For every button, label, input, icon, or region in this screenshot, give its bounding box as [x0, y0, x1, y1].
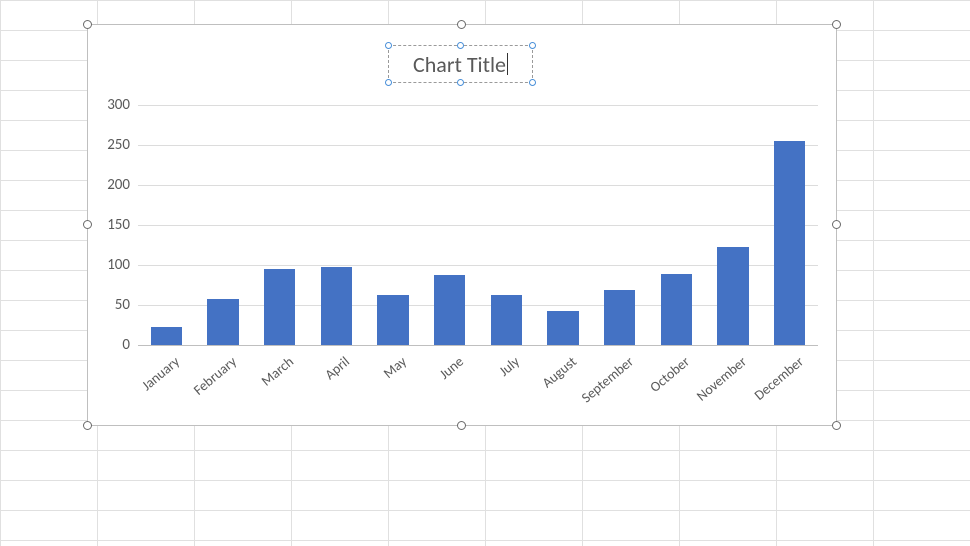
title-resize-handle-bm[interactable] [457, 79, 464, 86]
title-resize-handle-tm[interactable] [457, 42, 464, 49]
x-tick-label: December [751, 353, 807, 404]
chart-title-text: Chart Title [413, 51, 506, 78]
text-cursor [507, 53, 508, 75]
bar[interactable] [377, 295, 408, 345]
x-tick-label: January [139, 353, 184, 394]
chart-resize-handle-tl[interactable] [83, 20, 92, 29]
chart-title[interactable]: Chart Title [388, 45, 533, 83]
x-tick-label: July [496, 353, 523, 380]
y-tick-label: 200 [94, 176, 138, 194]
chart-bars [138, 105, 818, 345]
title-resize-handle-br[interactable] [529, 79, 536, 86]
chart-resize-handle-ml[interactable] [83, 220, 92, 229]
y-tick-label: 0 [94, 336, 138, 354]
x-tick-label: June [436, 353, 467, 383]
chart-object[interactable]: Chart Title 050100150200250300 JanuaryFe… [87, 24, 837, 426]
y-tick-label: 100 [94, 256, 138, 274]
bar[interactable] [717, 247, 748, 345]
x-tick-label: February [190, 353, 240, 399]
bar[interactable] [151, 327, 182, 345]
title-resize-handle-tl[interactable] [385, 42, 392, 49]
y-tick-label: 150 [94, 216, 138, 234]
title-resize-handle-tr[interactable] [529, 42, 536, 49]
bar[interactable] [547, 311, 578, 345]
bar[interactable] [774, 141, 805, 345]
bar[interactable] [264, 269, 295, 345]
chart-resize-handle-tr[interactable] [832, 20, 841, 29]
bar[interactable] [661, 274, 692, 345]
x-tick-label: September [578, 353, 637, 406]
x-tick-label: May [380, 353, 410, 382]
bar[interactable] [604, 290, 635, 345]
x-tick-label: October [647, 353, 693, 396]
chart-resize-handle-tm[interactable] [457, 20, 466, 29]
x-tick-label: November [693, 353, 750, 405]
bar[interactable] [207, 299, 238, 345]
x-axis-labels: JanuaryFebruary March April May June July Augu… [138, 345, 818, 425]
chart-resize-handle-bl[interactable] [83, 421, 92, 430]
x-tick-label: March [258, 353, 297, 390]
x-tick-label: April [322, 353, 353, 383]
title-resize-handle-bl[interactable] [385, 79, 392, 86]
y-tick-label: 250 [94, 136, 138, 154]
chart-resize-handle-br[interactable] [832, 421, 841, 430]
bar[interactable] [434, 275, 465, 345]
x-tick-label: August [539, 353, 580, 391]
chart-resize-handle-mr[interactable] [832, 220, 841, 229]
y-tick-label: 50 [94, 296, 138, 314]
plot-area[interactable]: 050100150200250300 JanuaryFebruaryMarchA… [138, 105, 818, 345]
bar[interactable] [491, 295, 522, 345]
bar[interactable] [321, 267, 352, 345]
y-tick-label: 300 [94, 96, 138, 114]
